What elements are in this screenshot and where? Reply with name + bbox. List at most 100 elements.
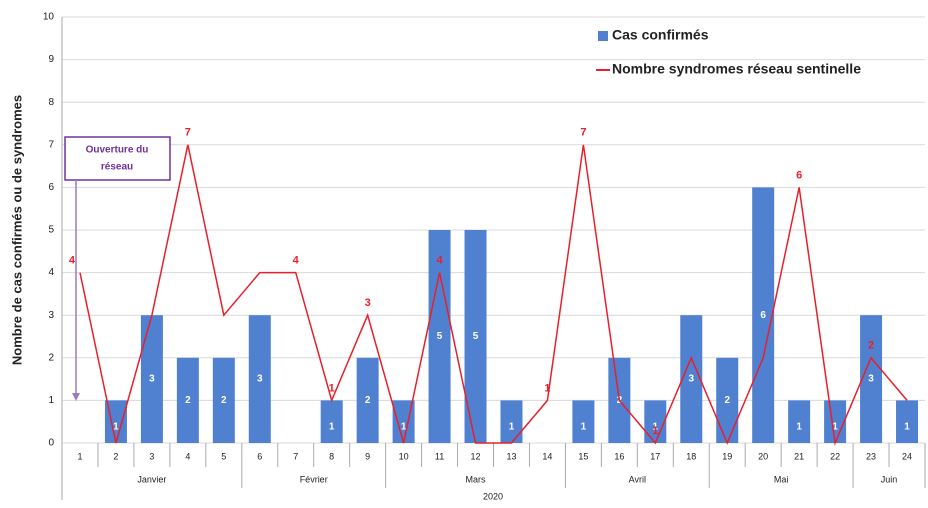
x-tick-label: 10 [399, 451, 409, 461]
bar-label: 1 [113, 421, 119, 432]
line-label: 4 [437, 255, 444, 267]
bar [104, 400, 127, 443]
line-label: 1 [652, 425, 658, 437]
line-label: 1 [544, 382, 550, 394]
bar [140, 315, 163, 443]
bar [716, 357, 739, 443]
bar-label: 3 [868, 374, 874, 385]
bar [788, 400, 811, 443]
x-tick-label: 22 [830, 451, 840, 461]
x-tick-label: 7 [293, 451, 298, 461]
annotation-text: Ouverture du [86, 145, 149, 156]
bar [464, 230, 487, 443]
x-tick-label: 8 [329, 451, 334, 461]
y-tick-label: 9 [48, 54, 54, 65]
x-tick-label: 12 [471, 451, 481, 461]
x-tick-label: 3 [149, 451, 154, 461]
bar [212, 357, 235, 443]
line [79, 144, 908, 446]
month-label: Janvier [137, 474, 166, 484]
bar-label: 2 [365, 395, 371, 406]
bar-label: 3 [257, 374, 263, 385]
bar-label: 5 [473, 331, 479, 342]
bar-label: 2 [221, 395, 227, 406]
x-tick-label: 23 [866, 451, 876, 461]
bar [428, 230, 451, 443]
x-tick-label: 14 [542, 451, 552, 461]
x-tick-label: 1 [77, 451, 82, 461]
x-tick-label: 18 [686, 451, 696, 461]
y-tick-label: 8 [48, 97, 54, 108]
y-tick-label: 7 [48, 139, 54, 150]
y-tick-label: 2 [48, 352, 54, 363]
bar-label: 6 [760, 310, 766, 321]
line-label: 7 [185, 127, 191, 139]
y-tick-label: 3 [48, 310, 54, 321]
line-label: 6 [796, 169, 802, 181]
bar [644, 400, 667, 443]
legend-swatch [598, 31, 608, 41]
bar [896, 400, 919, 443]
bar-label: 1 [832, 421, 838, 432]
bar [824, 400, 847, 443]
x-tick-label: 5 [221, 451, 226, 461]
bar-label: 1 [329, 421, 335, 432]
month-label: Avril [629, 474, 646, 484]
bar [500, 400, 523, 443]
x-tick-label: 19 [722, 451, 732, 461]
month-label: Mai [774, 474, 789, 484]
bar-label: 1 [904, 421, 910, 432]
month-label: Juin [881, 474, 898, 484]
line-label: 3 [365, 297, 371, 309]
bar [176, 357, 199, 443]
x-tick-label: 20 [758, 451, 768, 461]
bar-label: 3 [149, 374, 155, 385]
y-tick-label: 10 [43, 12, 55, 23]
x-tick-label: 4 [185, 451, 190, 461]
y-axis-label: Nombre de cas confirmés ou de syndromes [9, 95, 24, 365]
line-label: 7 [580, 127, 586, 139]
month-label: Mars [466, 474, 486, 484]
bar-label: 2 [185, 395, 191, 406]
x-tick-label: 13 [506, 451, 516, 461]
x-tick-label: 17 [650, 451, 660, 461]
y-tick-label: 6 [48, 182, 54, 193]
x-tick-label: 9 [365, 451, 370, 461]
bar [392, 400, 415, 443]
bar [860, 315, 883, 443]
x-tick-label: 11 [435, 451, 444, 461]
legend-label: Cas confirmés [612, 27, 709, 43]
bar-label: 1 [581, 421, 587, 432]
bar [680, 315, 703, 443]
bar [356, 357, 379, 443]
y-tick-label: 1 [48, 395, 54, 406]
month-label: Février [300, 474, 328, 484]
line-label: 4 [293, 255, 300, 267]
annotation-box [64, 136, 171, 181]
bar [572, 400, 595, 443]
x-tick-label: 6 [257, 451, 262, 461]
y-tick-label: 0 [48, 438, 54, 449]
bar-label: 1 [796, 421, 802, 432]
legend-label: Nombre syndromes réseau sentinelle [612, 61, 861, 77]
x-tick-label: 2 [113, 451, 118, 461]
bar-label: 1 [401, 421, 407, 432]
x-tick-label: 16 [614, 451, 624, 461]
bar [752, 187, 775, 443]
bar [320, 400, 343, 443]
bar [248, 315, 271, 443]
y-tick-label: 4 [48, 267, 54, 278]
bar-label: 3 [688, 374, 694, 385]
annotation-arrowhead [72, 393, 80, 401]
x-tick-label: 21 [794, 451, 804, 461]
bar-label: 1 [509, 421, 515, 432]
x-tick-label: 15 [578, 451, 588, 461]
x-tick-label: 24 [902, 451, 912, 461]
y-tick-label: 5 [48, 225, 54, 236]
annotation-text: réseau [101, 162, 133, 173]
bar-label: 1 [653, 421, 659, 432]
line-label: 2 [868, 340, 874, 352]
bar-label: 2 [724, 395, 730, 406]
x-axis-label: 2020 [483, 491, 503, 501]
